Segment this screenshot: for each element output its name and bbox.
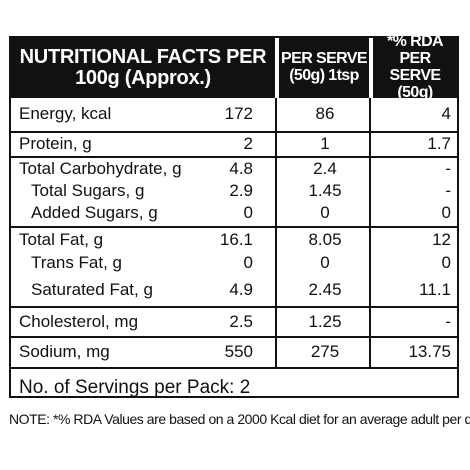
row-divider [11, 226, 457, 228]
row-carbs-label: Total Carbohydrate, g [19, 159, 182, 178]
row-total-fat-label: Total Fat, g [19, 230, 104, 249]
header-per-serve-line1: PER SERVE [281, 50, 368, 68]
header-per-serve-line2: (50g) 1tsp [289, 67, 359, 84]
row-trans-fat-label: Trans Fat, g [31, 253, 123, 272]
row-protein-serve: 1 [320, 134, 330, 153]
row-energy-per100: 172 [224, 104, 253, 123]
row-added-sugars-label: Added Sugars, g [31, 203, 158, 222]
row-sat-fat-per100: 4.9 [229, 280, 253, 299]
row-trans-fat-rda: 0 [441, 253, 451, 272]
row-cholesterol-serve: 1.25 [308, 312, 342, 331]
nutrition-facts-table: NUTRITIONAL FACTS PER 100g (Approx.) PER… [9, 34, 459, 398]
row-cholesterol-label: Cholesterol, mg [19, 312, 139, 331]
row-sat-fat-rda: 11.1 [419, 280, 451, 299]
row-cholesterol-rda: - [445, 312, 451, 331]
column-divider [275, 98, 277, 369]
row-cholesterol-per100: 2.5 [229, 312, 253, 331]
row-carbs-serve: 2.4 [313, 159, 337, 178]
row-energy-rda: 4 [441, 104, 451, 123]
row-total-fat-rda: 12 [432, 230, 451, 249]
row-added-sugars-per100: 0 [243, 203, 253, 222]
row-sodium-rda: 13.75 [408, 342, 451, 361]
header-nutritional-facts-line1: NUTRITIONAL FACTS PER [19, 46, 267, 68]
row-added-sugars-rda: 0 [441, 203, 451, 222]
row-protein-per100: 2 [243, 134, 253, 153]
row-divider [11, 367, 457, 369]
row-divider [11, 131, 457, 133]
header-rda: *% RDA PER SERVE (50g) [373, 34, 457, 101]
row-added-sugars-serve: 0 [320, 203, 330, 222]
row-protein-rda: 1.7 [427, 134, 451, 153]
row-trans-fat-serve: 0 [320, 253, 330, 272]
row-trans-fat-per100: 0 [243, 253, 253, 272]
row-total-sugars-rda: - [445, 181, 451, 200]
header-per-serve: PER SERVE (50g) 1tsp [279, 38, 369, 98]
row-carbs-rda: - [445, 159, 451, 178]
servings-per-pack: No. of Servings per Pack: 2 [19, 377, 251, 398]
header-rda-line2: SERVE (50g) [389, 67, 442, 101]
row-sat-fat-serve: 2.45 [308, 280, 342, 299]
row-divider [11, 336, 457, 338]
row-carbs-per100: 4.8 [229, 159, 253, 178]
row-sodium-label: Sodium, mg [19, 342, 110, 361]
row-total-sugars-label: Total Sugars, g [31, 181, 145, 200]
row-total-fat-per100: 16.1 [219, 230, 253, 249]
row-divider [11, 156, 457, 158]
row-energy-label: Energy, kcal [19, 104, 112, 123]
header-nutritional-facts-line2: 100g (Approx.) [75, 67, 211, 89]
header-nutritional-facts: NUTRITIONAL FACTS PER 100g (Approx.) [11, 38, 275, 98]
column-divider [369, 98, 371, 369]
row-divider [11, 306, 457, 308]
row-total-sugars-serve: 1.45 [308, 181, 342, 200]
row-sodium-serve: 275 [310, 342, 340, 361]
rda-note: NOTE: *% RDA Values are based on a 2000 … [9, 411, 470, 427]
row-total-fat-serve: 8.05 [308, 230, 342, 249]
row-protein-label: Protein, g [19, 134, 92, 153]
row-total-sugars-per100: 2.9 [229, 181, 253, 200]
header-rda-line1: *% RDA PER [387, 33, 444, 68]
row-sat-fat-label: Saturated Fat, g [31, 280, 153, 299]
row-sodium-per100: 550 [224, 342, 253, 361]
row-energy-serve: 86 [315, 104, 335, 123]
